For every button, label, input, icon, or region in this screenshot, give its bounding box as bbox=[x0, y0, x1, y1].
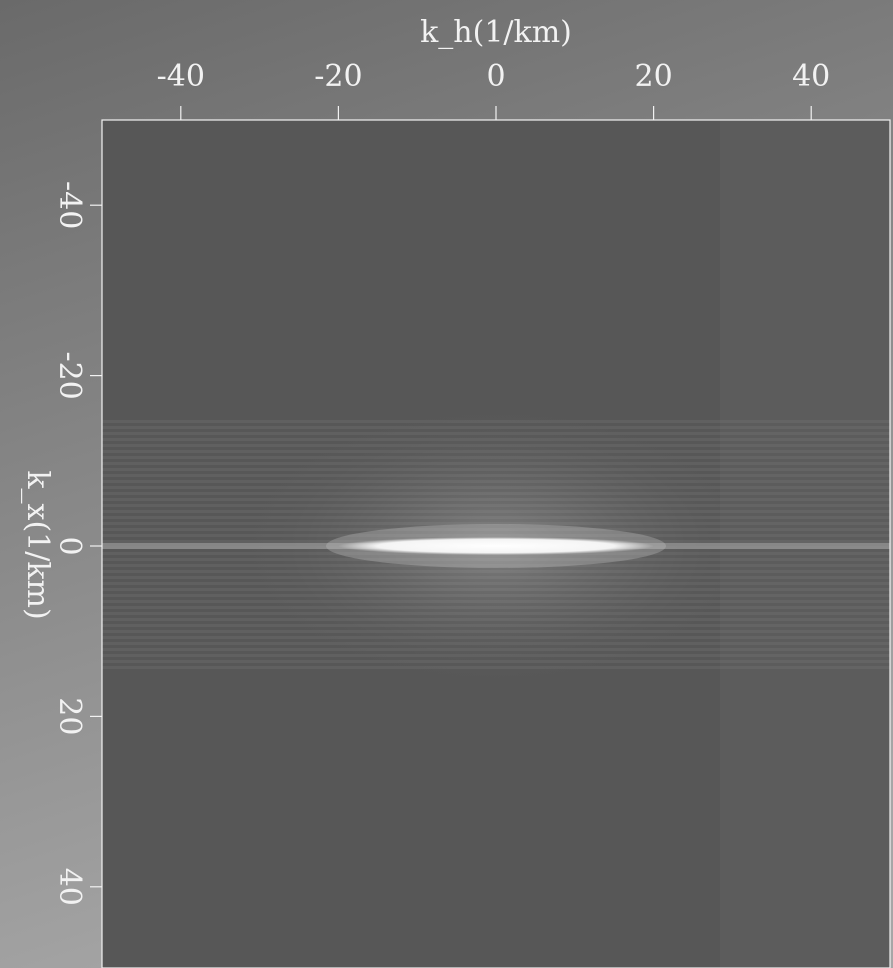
x-tick-label: -40 bbox=[157, 59, 205, 94]
chart: k_h(1/km) k_x(1/km) -40 -20 0 20 40 -40 -20 0 20… bbox=[0, 0, 893, 968]
y-tick-label: 20 bbox=[52, 697, 87, 735]
image bbox=[102, 120, 890, 968]
bright-band bbox=[338, 537, 654, 555]
x-tick-label: -20 bbox=[314, 59, 362, 94]
y-tick-label: -20 bbox=[52, 351, 87, 399]
x-tick-label: 20 bbox=[635, 59, 673, 94]
x-tick-label: 40 bbox=[792, 59, 830, 94]
x-axis-label: k_h(1/km) bbox=[420, 15, 572, 50]
x-tick-label: 0 bbox=[486, 59, 505, 94]
y-tick-label: 0 bbox=[52, 536, 87, 555]
y-axis-label: k_x(1/km) bbox=[20, 470, 55, 619]
y-tick-label: -40 bbox=[52, 181, 87, 229]
page: k_h(1/km) k_x(1/km) -40 -20 0 20 40 -40 -20 0 20… bbox=[0, 0, 893, 968]
y-tick-label: 40 bbox=[52, 868, 87, 906]
